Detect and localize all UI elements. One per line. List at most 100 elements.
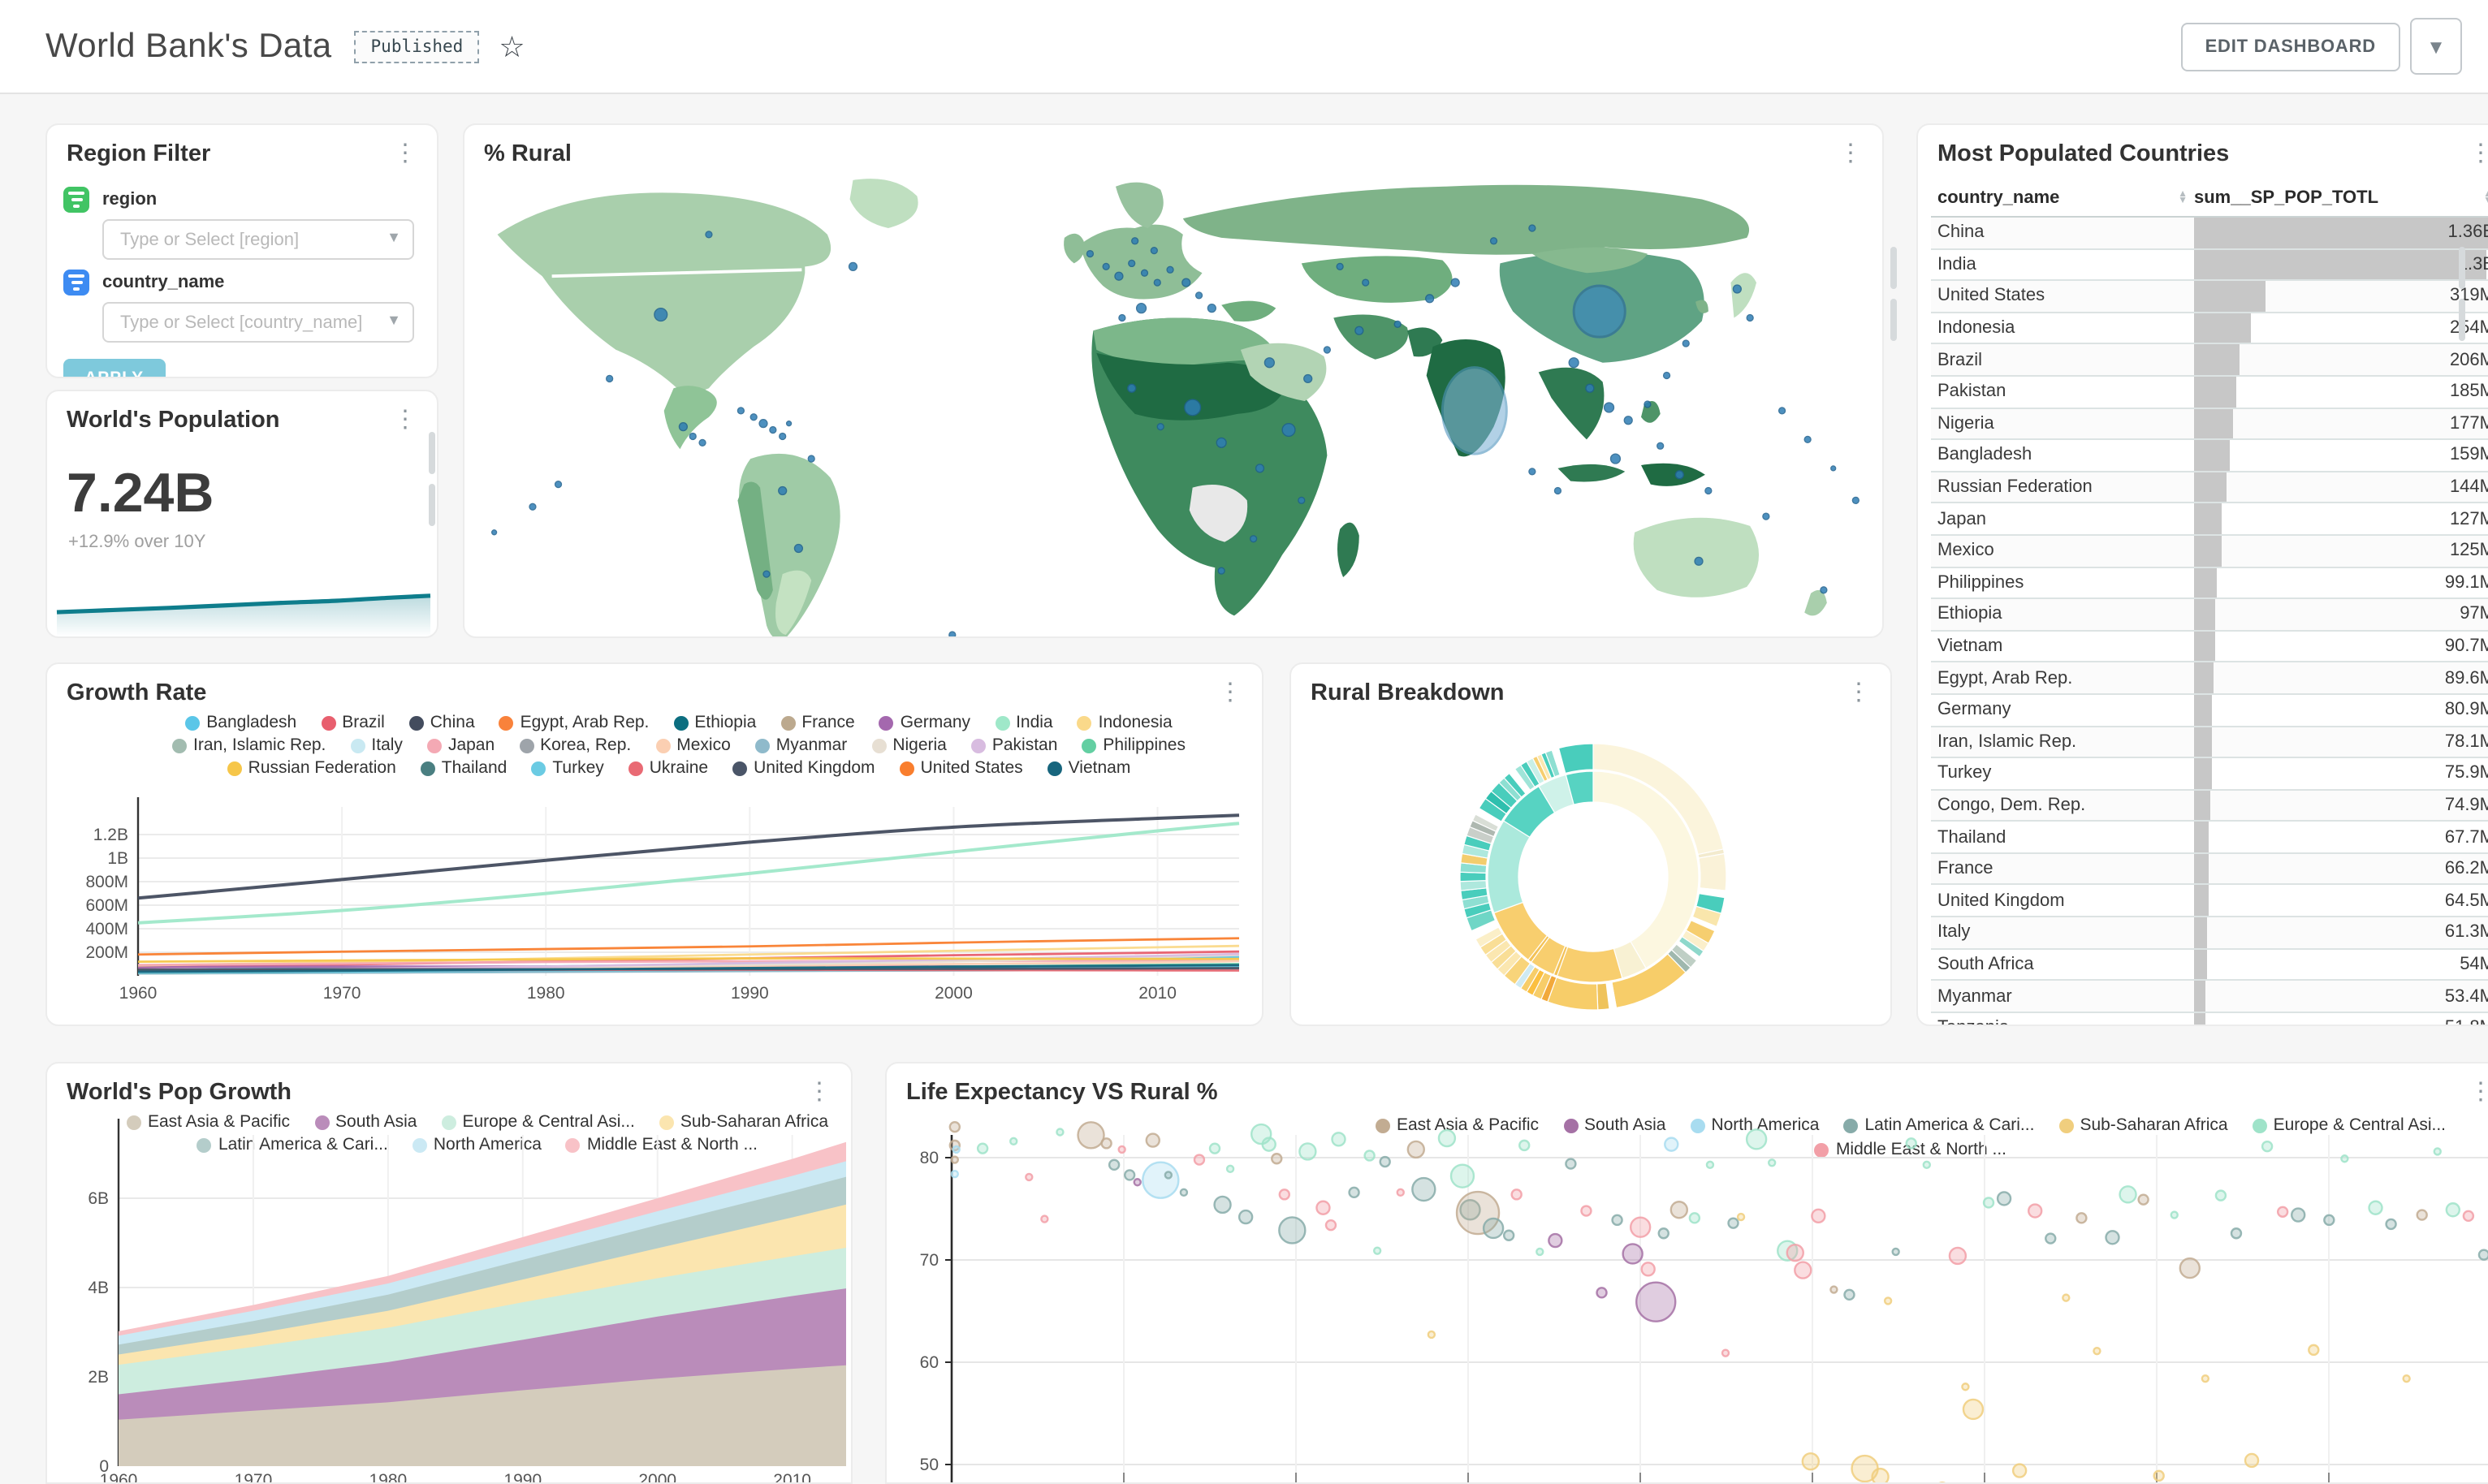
legend-label: Middle East & North ... (586, 1135, 758, 1154)
population-value: 144M (2449, 477, 2488, 498)
legend-item[interactable]: Indonesia (1077, 713, 1173, 732)
column-header-population[interactable]: sum__SP_POP_TOTL▲▼ (2194, 188, 2488, 208)
legend-item[interactable]: United Kingdom (732, 758, 875, 778)
favorite-star-icon[interactable]: ☆ (499, 30, 525, 63)
legend-item[interactable]: Europe & Central Asi... (2252, 1115, 2446, 1135)
legend-item[interactable]: South Asia (1563, 1115, 1665, 1135)
legend-item[interactable]: Brazil (321, 713, 385, 732)
legend-item[interactable]: Bangladesh (185, 713, 296, 732)
card-title: World's Pop Growth (67, 1080, 292, 1106)
rural-breakdown-donut-chart[interactable] (1291, 710, 1892, 1026)
andes (737, 481, 773, 600)
legend-item[interactable]: Russian Federation (227, 758, 396, 778)
table-row: Indonesia 254M (1931, 313, 2488, 345)
resize-handle[interactable] (2459, 247, 2465, 289)
legend-item[interactable]: Ethiopia (673, 713, 756, 732)
country-name-select-input[interactable] (117, 304, 367, 341)
apply-button[interactable]: APPLY (63, 359, 166, 377)
legend-label: Philippines (1103, 736, 1186, 755)
legend-item[interactable]: Pakistan (970, 736, 1058, 755)
legend-label: Myanmar (775, 736, 848, 755)
legend-dot (321, 715, 336, 730)
legend-item[interactable]: Iran, Islamic Rep. (172, 736, 326, 755)
legend-item[interactable]: East Asia & Pacific (1375, 1115, 1539, 1135)
svg-text:200M: 200M (85, 943, 128, 962)
legend-item[interactable]: Germany (879, 713, 970, 732)
legend-dot (659, 1115, 674, 1129)
growth-rate-chart[interactable]: 1960 1970 1980 1990 2000 2010 200M 400M 600M 800M… (47, 664, 1263, 1026)
kebab-menu-icon[interactable]: ⋮ (1218, 679, 1242, 706)
population-bar (2194, 790, 2211, 821)
legend-label: Brazil (342, 713, 385, 732)
population-bar (2194, 344, 2240, 375)
kebab-menu-icon[interactable]: ⋮ (1847, 679, 1871, 706)
resize-handle[interactable] (429, 432, 435, 474)
legend-item[interactable]: Turkey (531, 758, 604, 778)
kebab-menu-icon[interactable]: ⋮ (1838, 140, 1863, 167)
resize-handle[interactable] (1890, 247, 1897, 289)
kebab-menu-icon[interactable]: ⋮ (393, 140, 417, 167)
table-row: United Kingdom 64.5M (1931, 885, 2488, 918)
column-header-country[interactable]: country_name ▲ ▼ (1937, 188, 2188, 208)
legend-item[interactable]: Mexico (655, 736, 731, 755)
resize-handle[interactable] (2459, 299, 2465, 341)
kebab-menu-icon[interactable]: ⋮ (393, 406, 417, 434)
legend-item[interactable]: Europe & Central Asi... (441, 1112, 635, 1132)
life-expectancy-scatter-chart[interactable]: 80 70 60 50 (887, 1063, 2488, 1484)
card-title: % Rural (484, 141, 572, 167)
resize-handle[interactable] (1890, 299, 1897, 341)
legend-item[interactable]: France (780, 713, 855, 732)
world-map-choropleth[interactable] (464, 170, 1882, 638)
legend-item[interactable]: Italy (350, 736, 403, 755)
legend-item[interactable]: China (408, 713, 475, 732)
page-title: World Bank's Data (45, 27, 332, 64)
published-badge[interactable]: Published (354, 30, 480, 63)
legend-item[interactable]: Middle East & North ... (565, 1135, 758, 1154)
legend-item[interactable]: Korea, Rep. (519, 736, 631, 755)
population-cell: 144M (2194, 472, 2488, 503)
population-bar (2194, 535, 2222, 567)
kebab-menu-icon[interactable]: ⋮ (2462, 138, 2488, 169)
table-body: China 1.36B India 1.3B United States 319M Indo… (1931, 218, 2488, 1025)
legend-item[interactable]: South Asia (314, 1112, 417, 1132)
population-cell: 51.8M (2194, 1012, 2488, 1025)
legend-item[interactable]: Latin America & Cari... (197, 1135, 388, 1154)
edit-dashboard-button[interactable]: EDIT DASHBOARD (2180, 22, 2400, 71)
legend-item[interactable]: Ukraine (628, 758, 708, 778)
country-name-select[interactable]: ▼ (102, 302, 414, 343)
pop-growth-area-chart[interactable]: 0 2B 4B 6B 1960 1970 1980 1990 2000 2010 (47, 1063, 853, 1484)
legend-item[interactable]: Nigeria (871, 736, 947, 755)
north-africa (1093, 317, 1280, 369)
legend-item[interactable]: Myanmar (754, 736, 848, 755)
legend-item[interactable]: Thailand (420, 758, 507, 778)
legend-label: Pakistan (991, 736, 1058, 755)
legend-item[interactable]: East Asia & Pacific (126, 1112, 290, 1132)
population-sparkline-chart[interactable] (47, 565, 438, 636)
legend-dot (732, 761, 748, 775)
population-bar (2194, 218, 2488, 248)
actions-chevron-button[interactable]: ▼ (2410, 18, 2462, 75)
legend-item[interactable]: Latin America & Cari... (1843, 1115, 2034, 1135)
resize-handle[interactable] (429, 484, 435, 526)
legend-dot (754, 738, 770, 753)
north-america (497, 192, 831, 393)
legend-item[interactable]: Vietnam (1047, 758, 1130, 778)
legend-item[interactable]: Philippines (1082, 736, 1186, 755)
country-cell: Vietnam (1937, 636, 2003, 657)
legend-item[interactable]: Egypt, Arab Rep. (499, 713, 649, 732)
legend-item[interactable]: United States (899, 758, 1023, 778)
legend-item[interactable]: North America (1690, 1115, 1820, 1135)
legend-item[interactable]: Japan (426, 736, 495, 755)
country-cell: Mexico (1937, 541, 1994, 561)
legend-item[interactable]: Middle East & North ... (1814, 1140, 2006, 1159)
legend-item[interactable]: Sub-Saharan Africa (659, 1112, 828, 1132)
kebab-menu-icon[interactable]: ⋮ (2462, 1076, 2488, 1107)
population-value: 64.5M (2444, 891, 2488, 911)
region-select-input[interactable] (117, 221, 367, 258)
region-select[interactable]: ▼ (102, 219, 414, 260)
legend-item[interactable]: India (995, 713, 1053, 732)
legend-item[interactable]: Sub-Saharan Africa (2058, 1115, 2228, 1135)
legend-label: Sub-Saharan Africa (2080, 1115, 2228, 1135)
kebab-menu-icon[interactable]: ⋮ (807, 1078, 831, 1106)
life-expectancy-card: Life Expectancy VS Rural % ⋮ East Asia &… (885, 1062, 2488, 1484)
